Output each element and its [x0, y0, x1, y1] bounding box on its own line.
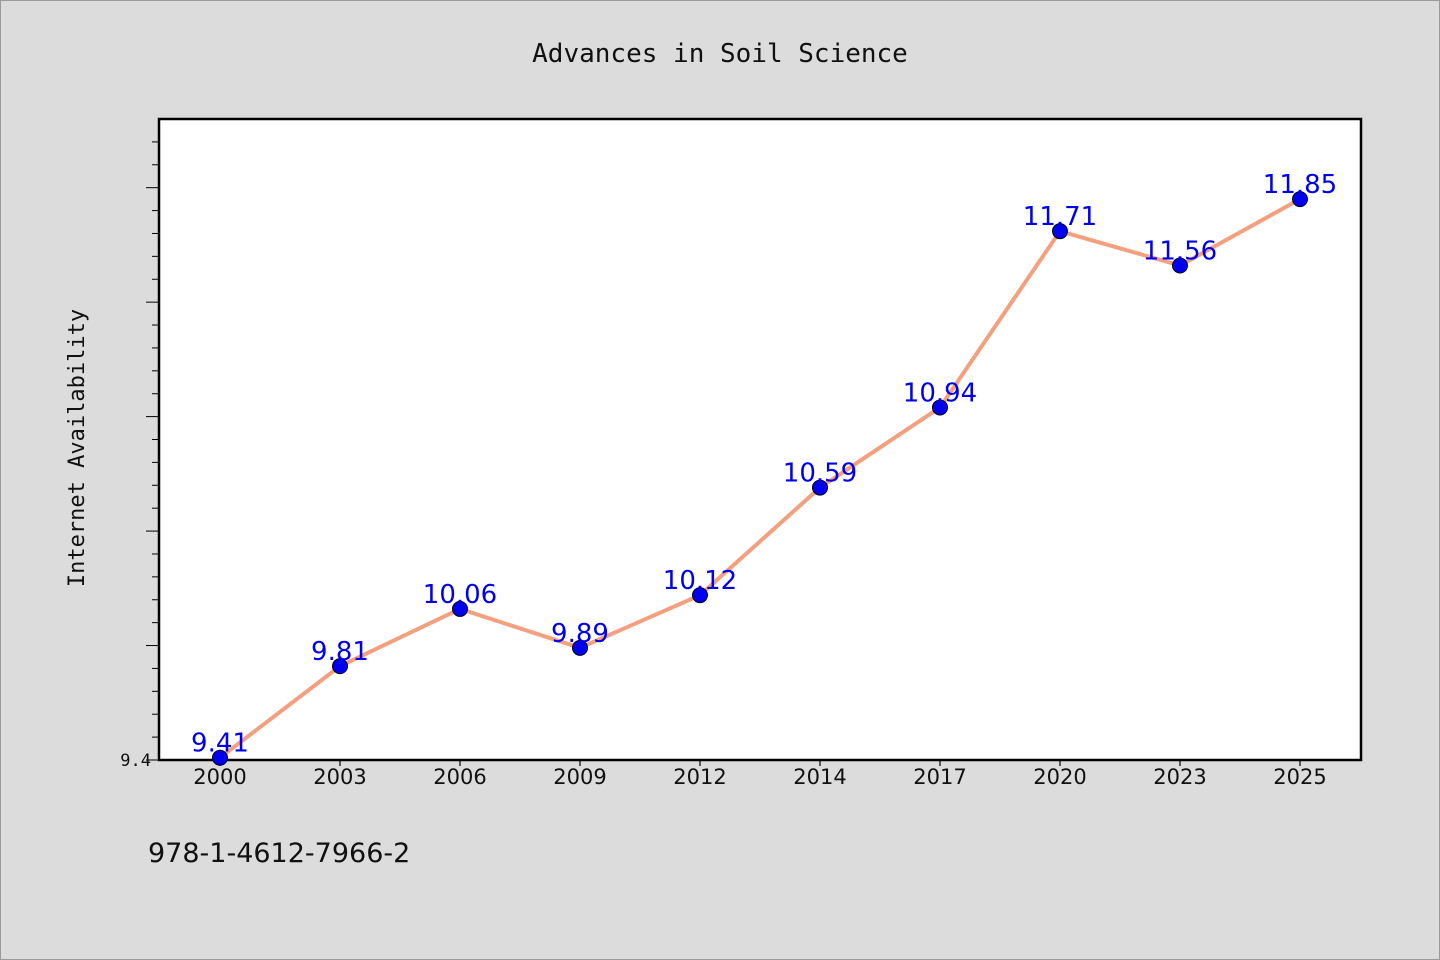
data-label: 10.59 [783, 459, 857, 489]
footer-isbn: 978-1-4612-7966-2 [148, 838, 410, 869]
x-tick-label: 2003 [313, 765, 366, 789]
data-label-group: 9.41 9.81 10.06 9.89 10.12 10.59 10.94 11.71 11.… [191, 170, 1337, 759]
x-tick-label: 2025 [1273, 765, 1326, 789]
data-label: 11.71 [1023, 202, 1097, 232]
data-label: 9.81 [311, 637, 369, 667]
data-point [452, 600, 468, 617]
data-point [1052, 223, 1068, 240]
series-line [218, 197, 1301, 760]
x-tick-label: 2012 [673, 765, 726, 789]
data-label: 10.12 [663, 566, 737, 596]
data-label: 11.85 [1263, 170, 1337, 200]
marker-group [212, 191, 1308, 766]
chart-title: Advances in Soil Science [532, 39, 908, 69]
y-tick-label: 9.4 [120, 751, 151, 771]
data-point [332, 658, 348, 675]
x-tick-label: 2000 [193, 765, 246, 789]
data-point [1172, 257, 1188, 274]
y-axis: 9.4 [120, 141, 159, 771]
data-label: 9.89 [551, 619, 609, 649]
data-label: 10.94 [903, 378, 977, 408]
data-point [932, 399, 948, 416]
x-axis: 2000 2003 2006 2009 2012 2014 2017 2020 2023 2025 [193, 760, 1327, 789]
data-point [692, 587, 708, 604]
y-axis-label: Internet Availability [65, 309, 90, 587]
data-label: 9.41 [191, 729, 249, 759]
series-line-group [218, 197, 1301, 760]
x-tick-label: 2014 [793, 765, 846, 789]
data-point [1292, 191, 1308, 208]
data-point [572, 639, 588, 656]
x-tick-label: 2009 [553, 765, 606, 789]
x-tick-label: 2023 [1153, 765, 1206, 789]
plot-area [157, 117, 1363, 762]
x-tick-label: 2006 [433, 765, 486, 789]
data-point [212, 749, 228, 766]
data-point [812, 479, 828, 496]
data-label: 11.56 [1143, 237, 1217, 267]
data-label: 10.06 [423, 580, 497, 610]
x-tick-label: 2017 [913, 765, 966, 789]
x-tick-label: 2020 [1033, 765, 1086, 789]
